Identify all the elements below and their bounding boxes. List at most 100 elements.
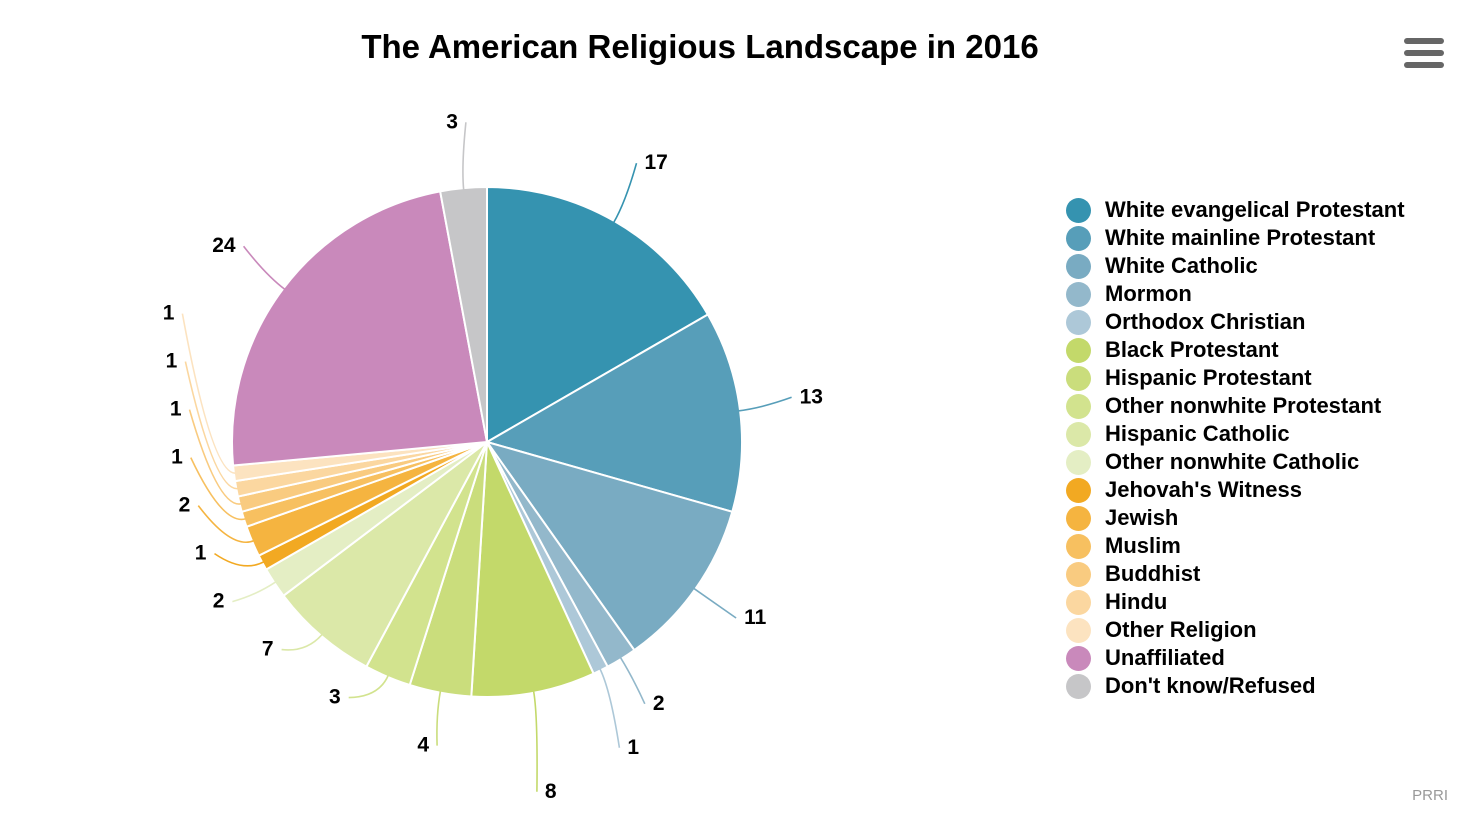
connector-line-3	[619, 656, 646, 705]
connector-line-13	[188, 409, 242, 505]
data-label-7: 3	[329, 686, 341, 709]
legend-swatch	[1066, 645, 1091, 671]
legend-swatch	[1066, 589, 1091, 615]
legend-item[interactable]: White evangelical Protestant	[1066, 196, 1405, 224]
connector-line-14	[184, 361, 239, 490]
legend-label: Jehovah's Witness	[1105, 477, 1302, 502]
connector-line-6	[436, 690, 442, 746]
connector-line-12	[190, 457, 247, 521]
legend-label: White mainline Protestant	[1105, 225, 1376, 250]
legend-item[interactable]: Don't know/Refused	[1066, 672, 1405, 700]
legend-swatch	[1066, 393, 1091, 419]
connector-line-10	[214, 552, 265, 567]
legend-item[interactable]: Other Religion	[1066, 616, 1405, 644]
source-credit: PRRI	[1412, 787, 1448, 804]
pie-slices	[231, 185, 743, 698]
legend-swatch	[1066, 449, 1091, 475]
legend-item[interactable]: Jewish	[1066, 504, 1405, 532]
connector-line-11	[197, 505, 255, 543]
legend-item[interactable]: Hindu	[1066, 588, 1405, 616]
data-label-9: 2	[213, 590, 225, 613]
legend-item[interactable]: Orthodox Christian	[1066, 308, 1405, 336]
legend-label: Muslim	[1105, 533, 1181, 558]
legend-swatch	[1066, 281, 1091, 307]
legend-label: Unaffiliated	[1105, 645, 1225, 670]
data-label-12: 1	[171, 446, 183, 469]
legend-swatch	[1066, 337, 1091, 363]
connector-line-8	[281, 633, 324, 651]
data-label-10: 1	[195, 542, 207, 565]
legend-swatch	[1066, 421, 1091, 447]
connector-line-15	[181, 313, 236, 474]
legend-label: Don't know/Refused	[1105, 673, 1316, 698]
legend-swatch	[1066, 673, 1091, 699]
data-label-4: 1	[627, 736, 639, 759]
connector-line-5	[532, 690, 538, 792]
legend-swatch	[1066, 505, 1091, 531]
connector-line-2	[693, 587, 737, 619]
legend-item[interactable]: Other nonwhite Catholic	[1066, 448, 1405, 476]
legend-label: Buddhist	[1105, 561, 1201, 586]
chart-legend: White evangelical Protestant White mainli…	[1066, 196, 1405, 700]
connector-line-17	[462, 122, 467, 191]
legend-label: Mormon	[1105, 281, 1192, 306]
legend-swatch	[1066, 225, 1091, 251]
data-label-15: 1	[163, 302, 175, 325]
legend-swatch	[1066, 477, 1091, 503]
legend-label: Jewish	[1105, 505, 1179, 530]
legend-label: Other Religion	[1105, 617, 1257, 642]
legend-swatch	[1066, 365, 1091, 391]
legend-swatch	[1066, 309, 1091, 335]
legend-label: Hindu	[1105, 589, 1168, 614]
data-label-11: 2	[179, 494, 191, 517]
legend-swatch	[1066, 617, 1091, 643]
menu-bar	[1404, 38, 1444, 44]
legend-item[interactable]: Mormon	[1066, 280, 1405, 308]
data-label-1: 13	[800, 385, 823, 408]
connector-line-7	[348, 674, 390, 699]
data-label-6: 4	[417, 734, 429, 757]
data-label-16: 24	[212, 234, 236, 257]
legend-item[interactable]: White Catholic	[1066, 252, 1405, 280]
data-label-8: 7	[262, 638, 274, 661]
legend-item[interactable]: Hispanic Catholic	[1066, 420, 1405, 448]
connector-line-0	[612, 162, 638, 224]
menu-bar	[1404, 62, 1444, 68]
connector-line-16	[242, 245, 286, 291]
label-connectors	[181, 122, 792, 792]
legend-swatch	[1066, 253, 1091, 279]
hamburger-menu-icon[interactable]	[1404, 38, 1444, 72]
legend-swatch	[1066, 561, 1091, 587]
data-label-17: 3	[446, 110, 458, 133]
legend-item[interactable]: Other nonwhite Protestant	[1066, 392, 1405, 420]
legend-item[interactable]: Buddhist	[1066, 560, 1405, 588]
connector-line-9	[232, 581, 277, 603]
legend-item[interactable]: Jehovah's Witness	[1066, 476, 1405, 504]
legend-label: White evangelical Protestant	[1105, 197, 1405, 222]
legend-label: Hispanic Catholic	[1105, 421, 1290, 446]
data-label-2: 11	[744, 606, 767, 629]
connector-line-4	[599, 668, 621, 748]
data-label-13: 1	[170, 398, 182, 421]
data-label-3: 2	[653, 692, 665, 715]
legend-swatch	[1066, 197, 1091, 223]
legend-item[interactable]: Hispanic Protestant	[1066, 364, 1405, 392]
menu-bar	[1404, 50, 1444, 56]
legend-item[interactable]: Muslim	[1066, 532, 1405, 560]
legend-label: Hispanic Protestant	[1105, 365, 1312, 390]
data-label-5: 8	[545, 780, 557, 803]
legend-item[interactable]: Unaffiliated	[1066, 644, 1405, 672]
legend-item[interactable]: Black Protestant	[1066, 336, 1405, 364]
chart-title: The American Religious Landscape in 2016	[361, 28, 1039, 65]
legend-label: Black Protestant	[1105, 337, 1279, 362]
connector-line-1	[738, 396, 792, 412]
legend-label: Other nonwhite Protestant	[1105, 393, 1382, 418]
legend-label: White Catholic	[1105, 253, 1258, 278]
legend-item[interactable]: White mainline Protestant	[1066, 224, 1405, 252]
legend-label: Orthodox Christian	[1105, 309, 1306, 334]
legend-label: Other nonwhite Catholic	[1105, 449, 1360, 474]
legend-swatch	[1066, 533, 1091, 559]
data-label-0: 17	[645, 151, 668, 174]
